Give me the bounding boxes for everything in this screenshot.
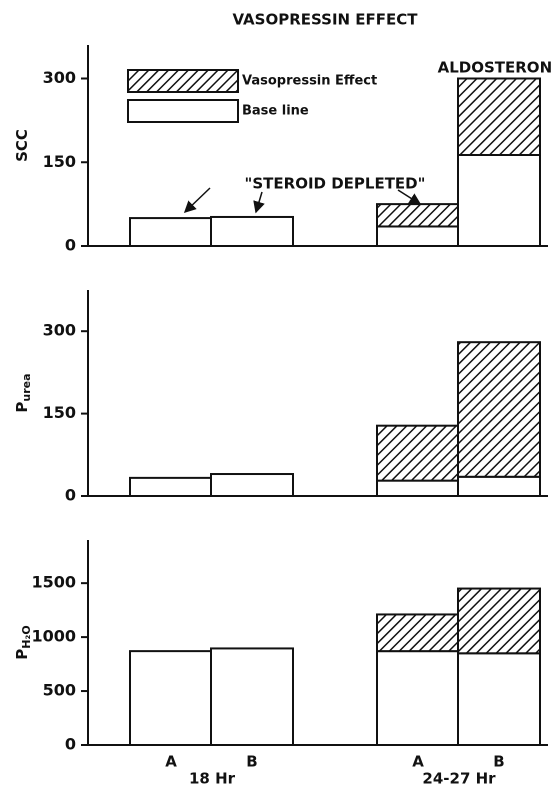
chart-title: VASOPRESSIN EFFECT xyxy=(232,11,418,29)
bar-segment xyxy=(376,424,460,482)
y-axis-label: SCC xyxy=(13,129,31,162)
y-tick-label: 300 xyxy=(43,321,76,340)
y-label-sub: H₂O xyxy=(20,625,33,648)
y-tick-label: 1000 xyxy=(31,627,76,646)
bar-segment xyxy=(129,476,213,498)
bar-segment xyxy=(457,153,541,247)
bar-segment xyxy=(376,203,460,228)
x-tick-label: B xyxy=(246,753,257,771)
y-tick-label: 500 xyxy=(43,681,76,700)
bar-segment xyxy=(129,217,213,247)
y-axis-label: PH₂O xyxy=(13,625,34,659)
legend-swatch xyxy=(127,69,239,93)
y-axis-label: Purea xyxy=(13,373,34,412)
bar-segment xyxy=(457,341,541,478)
bar-segment xyxy=(376,650,460,747)
y-tick-label: 300 xyxy=(43,68,76,87)
y-tick-label: 150 xyxy=(43,152,76,171)
legend-swatch xyxy=(127,99,239,123)
y-label-main: P xyxy=(13,649,31,660)
bar-segment xyxy=(457,587,541,655)
y-tick-label: 0 xyxy=(65,486,76,505)
bar-segment xyxy=(457,77,541,156)
legend-label: Base line xyxy=(242,104,309,119)
arrow xyxy=(183,187,211,214)
annotation: "STEROID DEPLETED" xyxy=(245,175,426,193)
bar-segment xyxy=(376,479,460,497)
bar-segment xyxy=(457,475,541,498)
annotation: ALDOSTERONE xyxy=(438,59,552,77)
arrow xyxy=(397,189,422,205)
y-label-sub: urea xyxy=(20,373,33,401)
bar-segment xyxy=(210,473,294,498)
group-label: 24-27 Hr xyxy=(422,770,496,788)
bar-segment xyxy=(129,650,213,747)
y-tick-label: 0 xyxy=(65,735,76,754)
y-tick-label: 1500 xyxy=(31,573,76,592)
y-label-main: SCC xyxy=(13,129,31,162)
legend-label: Vasopressin Effect xyxy=(242,74,377,89)
x-tick-label: A xyxy=(412,753,424,771)
bar-segment xyxy=(457,652,541,747)
y-tick-label: 0 xyxy=(65,236,76,255)
bar-segment xyxy=(210,215,294,247)
bar-segment xyxy=(376,613,460,653)
x-tick-label: A xyxy=(165,753,177,771)
y-label-main: P xyxy=(13,402,31,413)
bar-segment xyxy=(210,647,294,746)
x-tick-label: B xyxy=(493,753,504,771)
bar-segment xyxy=(376,225,460,247)
group-label: 18 Hr xyxy=(189,770,236,788)
arrow xyxy=(253,191,265,214)
y-tick-label: 150 xyxy=(43,403,76,422)
